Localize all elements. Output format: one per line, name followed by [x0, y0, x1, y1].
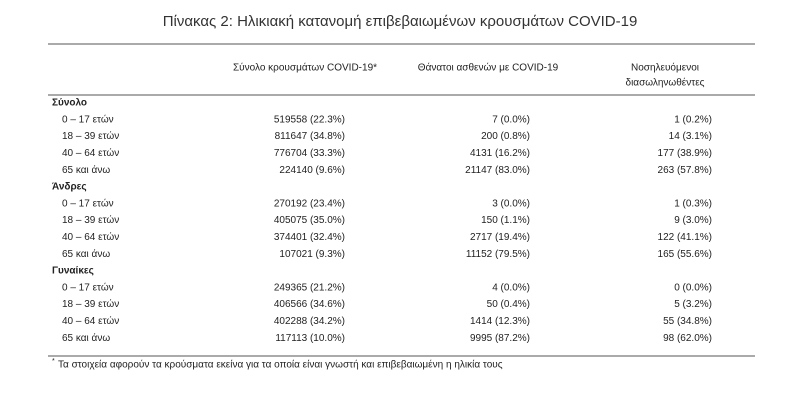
cell: 117113 (10.0%) — [275, 333, 345, 344]
cell: 224140 (9.6%) — [279, 165, 345, 176]
cell: 405075 (35.0%) — [274, 215, 345, 226]
cell: 177 (38.9%) — [658, 148, 712, 159]
row-label: 65 και άνω — [62, 164, 110, 176]
cell: 1 (0.2%) — [674, 114, 712, 125]
cell: 5 (3.2%) — [674, 299, 712, 310]
row-label: 0 – 17 ετών — [62, 113, 114, 125]
footnote-marker: * — [52, 358, 55, 365]
row-label: 18 – 39 ετών — [62, 298, 119, 310]
table-title: Πίνακας 2: Ηλικιακή κατανομή επιβεβαιωμέ… — [163, 13, 638, 30]
row-label: 40 – 64 ετών — [62, 231, 119, 243]
cell: 55 (34.8%) — [663, 316, 712, 327]
cell: 249365 (21.2%) — [274, 282, 345, 293]
cell: 1414 (12.3%) — [470, 316, 530, 327]
group-label: Γυναίκες — [52, 266, 94, 277]
row-label: 40 – 64 ετών — [62, 315, 119, 327]
row-label: 40 – 64 ετών — [62, 147, 119, 159]
cell: 2717 (19.4%) — [470, 232, 530, 243]
cell: 263 (57.8%) — [658, 165, 712, 176]
cell: 165 (55.6%) — [658, 249, 712, 260]
group-label: Σύνολο — [52, 98, 87, 109]
cell: 0 (0.0%) — [674, 282, 712, 293]
column-header: διασωληνωθέντες — [626, 77, 705, 89]
row-label: 65 και άνω — [62, 248, 110, 260]
cell: 270192 (23.4%) — [274, 198, 345, 209]
cell: 7 (0.0%) — [492, 114, 530, 125]
cell: 9 (3.0%) — [674, 215, 712, 226]
cell: 14 (3.1%) — [669, 131, 712, 142]
row-label: 0 – 17 ετών — [62, 197, 114, 209]
row-label: 0 – 17 ετών — [62, 281, 114, 293]
cell: 122 (41.1%) — [658, 232, 712, 243]
cell: 11152 (79.5%) — [466, 249, 530, 260]
cell: 3 (0.0%) — [492, 198, 530, 209]
cell: 402288 (34.2%) — [274, 316, 345, 327]
cell: 776704 (33.3%) — [274, 148, 345, 159]
cell: 374401 (32.4%) — [274, 232, 345, 243]
cell: 4 (0.0%) — [492, 282, 530, 293]
cell: 21147 (83.0%) — [465, 165, 530, 176]
row-label: 18 – 39 ετών — [62, 130, 119, 142]
cell: 4131 (16.2%) — [470, 148, 530, 159]
cell: 98 (62.0%) — [663, 333, 712, 344]
footnote-text: Τα στοιχεία αφορούν τα κρούσματα εκείνα … — [58, 359, 503, 371]
row-label: 18 – 39 ετών — [62, 214, 119, 226]
column-header: Θάνατοι ασθενών με COVID-19 — [418, 62, 559, 74]
column-header: Σύνολο κρουσμάτων COVID-19* — [233, 62, 377, 74]
cell: 1 (0.3%) — [674, 198, 712, 209]
cell: 519558 (22.3%) — [274, 114, 345, 125]
cell: 9995 (87.2%) — [470, 333, 530, 344]
cell: 406566 (34.6%) — [274, 299, 345, 310]
cell: 811647 (34.8%) — [275, 131, 345, 142]
row-label: 65 και άνω — [62, 332, 110, 344]
cell: 150 (1.1%) — [481, 215, 530, 226]
group-label: Άνδρες — [52, 182, 87, 193]
column-header: Νοσηλευόμενοι — [631, 62, 699, 74]
cell: 200 (0.8%) — [481, 131, 530, 142]
cell: 50 (0.4%) — [487, 299, 530, 310]
cell: 107021 (9.3%) — [279, 249, 345, 260]
